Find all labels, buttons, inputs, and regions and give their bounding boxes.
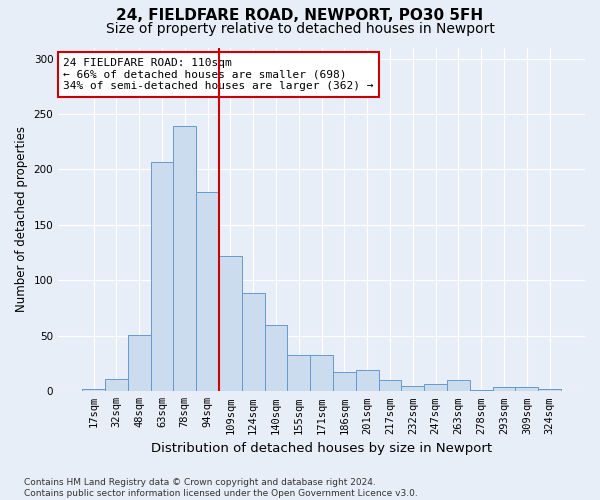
Bar	[356, 370, 379, 392]
Bar	[515, 387, 538, 392]
Bar	[265, 325, 287, 392]
Bar	[447, 380, 470, 392]
Bar	[401, 386, 424, 392]
Y-axis label: Number of detached properties: Number of detached properties	[15, 126, 28, 312]
Bar	[379, 380, 401, 392]
Text: 24 FIELDFARE ROAD: 110sqm
← 66% of detached houses are smaller (698)
34% of semi: 24 FIELDFARE ROAD: 110sqm ← 66% of detac…	[64, 58, 374, 91]
Bar	[310, 354, 333, 392]
Bar	[538, 389, 561, 392]
Bar	[105, 379, 128, 392]
Bar	[333, 372, 356, 392]
Bar	[287, 354, 310, 392]
Bar	[219, 256, 242, 392]
Bar	[470, 390, 493, 392]
Bar	[173, 126, 196, 392]
Bar	[424, 384, 447, 392]
Bar	[242, 292, 265, 392]
Bar	[493, 387, 515, 392]
Bar	[151, 162, 173, 392]
Text: Size of property relative to detached houses in Newport: Size of property relative to detached ho…	[106, 22, 494, 36]
Text: Contains HM Land Registry data © Crown copyright and database right 2024.
Contai: Contains HM Land Registry data © Crown c…	[24, 478, 418, 498]
Bar	[128, 334, 151, 392]
Text: 24, FIELDFARE ROAD, NEWPORT, PO30 5FH: 24, FIELDFARE ROAD, NEWPORT, PO30 5FH	[116, 8, 484, 22]
Bar	[196, 192, 219, 392]
X-axis label: Distribution of detached houses by size in Newport: Distribution of detached houses by size …	[151, 442, 492, 455]
Bar	[82, 389, 105, 392]
